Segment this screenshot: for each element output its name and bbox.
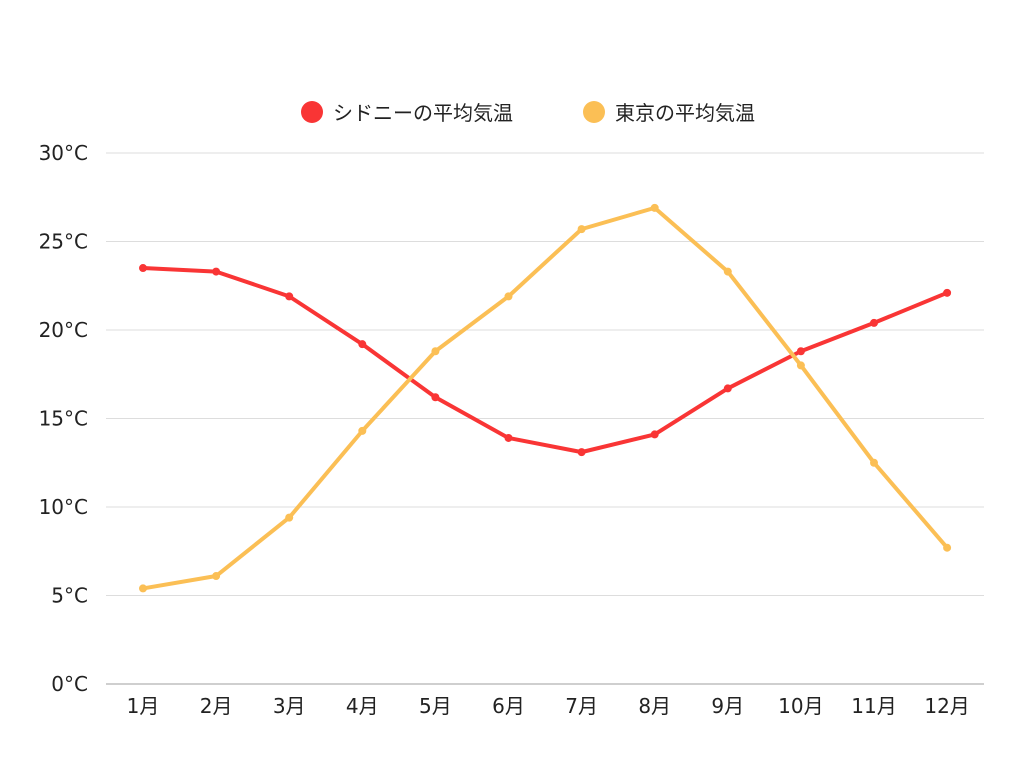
legend-marker-sydney bbox=[301, 101, 323, 123]
y-tick-label: 25°C bbox=[39, 230, 88, 254]
legend-item-sydney[interactable]: シドニーの平均気温 bbox=[301, 101, 513, 125]
series-tokyo bbox=[139, 203, 952, 593]
x-tick-label: 12月 bbox=[924, 694, 969, 718]
x-tick-label: 11月 bbox=[851, 694, 896, 718]
legend-label-sydney: シドニーの平均気温 bbox=[333, 101, 513, 125]
data-point[interactable] bbox=[139, 264, 147, 273]
data-point[interactable] bbox=[139, 584, 147, 593]
grid bbox=[106, 152, 984, 596]
y-tick-label: 20°C bbox=[39, 318, 88, 342]
legend-label-tokyo: 東京の平均気温 bbox=[615, 101, 755, 125]
x-tick-label: 1月 bbox=[127, 694, 160, 718]
data-point[interactable] bbox=[943, 543, 952, 552]
data-point[interactable] bbox=[577, 225, 586, 234]
data-point[interactable] bbox=[504, 433, 513, 442]
data-point[interactable] bbox=[796, 361, 805, 370]
data-point[interactable] bbox=[943, 288, 952, 297]
data-point[interactable] bbox=[870, 318, 878, 327]
data-point[interactable] bbox=[577, 448, 586, 457]
y-axis: 0°C 5°C 10°C 15°C 20°C 25°C 30°C bbox=[39, 141, 88, 696]
y-tick-label: 0°C bbox=[51, 672, 88, 696]
data-point[interactable] bbox=[723, 267, 732, 276]
x-tick-label: 10月 bbox=[778, 694, 823, 718]
data-point[interactable] bbox=[285, 513, 294, 522]
x-axis: 1月 2月 3月 4月 5月 6月 7月 8月 9月 10月 11月 12月 bbox=[106, 683, 984, 718]
x-tick-label: 2月 bbox=[200, 694, 233, 718]
data-point[interactable] bbox=[358, 340, 367, 349]
data-point[interactable] bbox=[796, 347, 805, 356]
y-tick-label: 5°C bbox=[51, 584, 88, 608]
legend-marker-tokyo bbox=[583, 101, 605, 123]
data-point[interactable] bbox=[650, 430, 659, 439]
legend: シドニーの平均気温 東京の平均気温 bbox=[301, 101, 755, 125]
data-point[interactable] bbox=[650, 203, 659, 212]
data-point[interactable] bbox=[870, 458, 878, 467]
data-point[interactable] bbox=[504, 292, 513, 301]
x-tick-label: 5月 bbox=[419, 694, 452, 718]
series-line bbox=[141, 266, 950, 455]
x-tick-label: 6月 bbox=[492, 694, 525, 718]
legend-item-tokyo[interactable]: 東京の平均気温 bbox=[583, 101, 755, 125]
data-point[interactable] bbox=[285, 292, 294, 301]
data-point[interactable] bbox=[431, 347, 440, 356]
data-point[interactable] bbox=[723, 384, 732, 393]
data-point[interactable] bbox=[212, 267, 221, 276]
series-line bbox=[141, 205, 950, 591]
x-tick-label: 8月 bbox=[638, 694, 671, 718]
x-tick-label: 4月 bbox=[346, 694, 379, 718]
y-tick-label: 15°C bbox=[39, 407, 88, 431]
x-tick-label: 9月 bbox=[711, 694, 744, 718]
data-point[interactable] bbox=[358, 426, 367, 435]
series-sydney bbox=[139, 264, 952, 457]
x-tick-label: 3月 bbox=[273, 694, 306, 718]
x-tick-label: 7月 bbox=[565, 694, 598, 718]
data-point[interactable] bbox=[431, 393, 440, 402]
plot-area bbox=[139, 203, 952, 593]
y-tick-label: 30°C bbox=[39, 141, 88, 165]
data-point[interactable] bbox=[212, 572, 221, 581]
y-tick-label: 10°C bbox=[39, 495, 88, 519]
